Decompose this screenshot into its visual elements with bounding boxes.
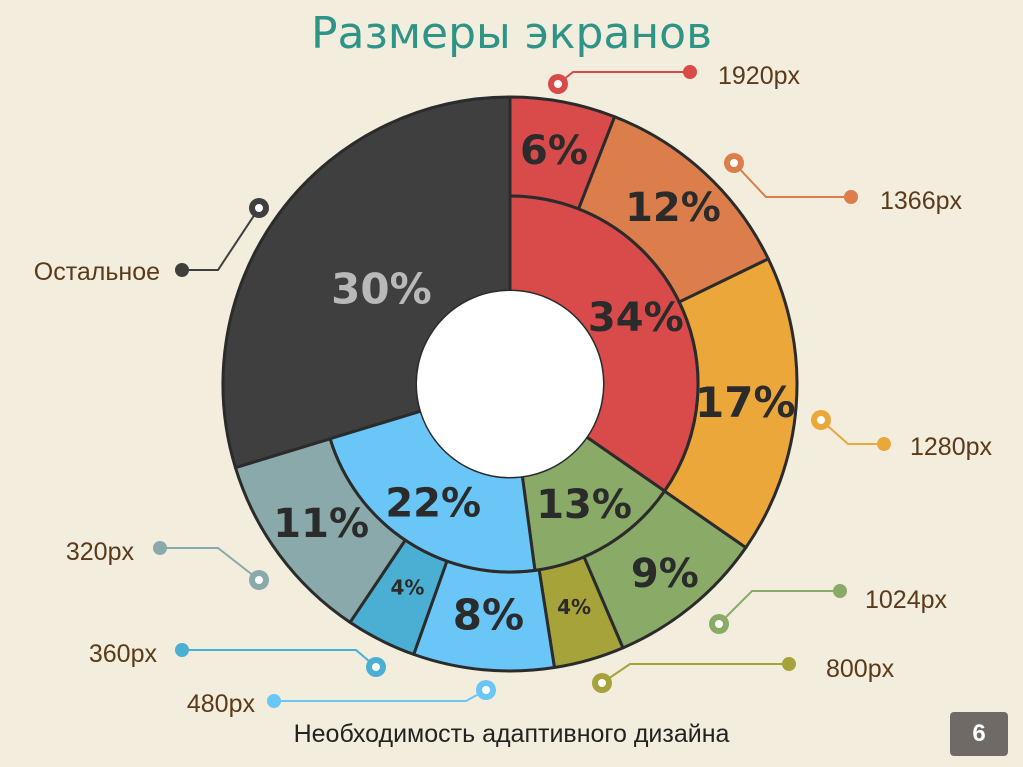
inner-pct-1: 13% — [536, 482, 632, 528]
inner-pct-2: 22% — [385, 480, 481, 526]
outer-pct-360px: 4% — [390, 576, 424, 600]
outer-pct-320px: 11% — [273, 501, 369, 547]
callout-ring-center-360px — [372, 663, 380, 671]
callout-800px: 800px — [592, 655, 895, 693]
callout-dot-1366px — [844, 190, 858, 204]
callout-ring-center-800px — [598, 679, 606, 687]
leader-line-320px — [160, 547, 260, 581]
callout-dot-800px — [782, 657, 796, 671]
callout-label-480px: 480px — [187, 690, 256, 718]
inner-ring — [328, 194, 700, 574]
footer-text: Необходимость адаптивного дизайна — [293, 720, 730, 748]
callout-ring-center-1920px — [554, 80, 562, 88]
callout-label-360px: 360px — [89, 640, 158, 668]
callout-label-1366px: 1366px — [880, 187, 963, 215]
slide-title: Размеры экранов — [310, 8, 713, 59]
leader-line-1024px — [718, 590, 840, 625]
callout-label-800px: 800px — [826, 655, 895, 683]
page-number-badge: 6 — [950, 712, 1008, 756]
callout-label-1280px: 1280px — [910, 433, 993, 461]
leader-line-остальное — [182, 207, 260, 271]
callout-ring-center-остальное — [255, 204, 263, 212]
outer-pct-1024px: 9% — [631, 551, 699, 597]
callout-ring-center-1024px — [715, 620, 723, 628]
outer-pct-1280px: 17% — [695, 378, 796, 427]
callout-dot-1920px — [683, 65, 697, 79]
leader-line-800px — [601, 663, 789, 684]
outer-pct-1920px: 6% — [520, 128, 588, 174]
inner-pct-0: 34% — [588, 295, 684, 341]
callout-320px: 320px — [66, 538, 269, 590]
callout-label-1920px: 1920px — [718, 62, 801, 90]
callout-360px: 360px — [89, 640, 386, 677]
percent-labels: 6% 12% 17% 9% 4% 8% 4% 11% 30% 34% 13% 22% — [273, 128, 795, 639]
callout-label-1024px: 1024px — [865, 586, 948, 614]
callout-ring-center-1280px — [817, 416, 825, 424]
outer-pct-1366px: 12% — [625, 185, 721, 231]
outer-pct-остальное: 30% — [331, 264, 432, 313]
callout-dot-320px — [153, 541, 167, 555]
callout-label-остальное: Остальное — [34, 258, 160, 286]
callout-1920px: 1920px — [548, 62, 801, 94]
callout-dot-480px — [267, 694, 281, 708]
leader-line-1280px — [820, 419, 884, 445]
leader-line-480px — [274, 689, 487, 702]
donut-hole — [417, 291, 603, 477]
leader-line-1366px — [733, 162, 851, 198]
callouts: 1920px 1366px 1280px 1024px 800px 480px 360px 3… — [34, 62, 993, 718]
callout-ring-center-1366px — [730, 159, 738, 167]
callout-480px: 480px — [187, 680, 496, 718]
callout-ring-center-320px — [255, 576, 263, 584]
callout-1024px: 1024px — [709, 584, 948, 634]
leader-line-360px — [182, 649, 377, 668]
callout-dot-360px — [175, 643, 189, 657]
callout-dot-остальное — [175, 263, 189, 277]
callout-label-320px: 320px — [66, 538, 135, 566]
outer-ring — [221, 95, 799, 673]
callout-остальное: Остальное — [34, 198, 269, 286]
callout-dot-1280px — [877, 437, 891, 451]
callout-dot-1024px — [833, 584, 847, 598]
outer-pct-800px: 4% — [557, 595, 591, 619]
callout-ring-center-480px — [482, 686, 490, 694]
leader-line-1920px — [557, 71, 690, 85]
callout-1366px: 1366px — [724, 153, 963, 215]
callout-1280px: 1280px — [811, 410, 993, 461]
outer-pct-480px: 8% — [453, 590, 524, 639]
